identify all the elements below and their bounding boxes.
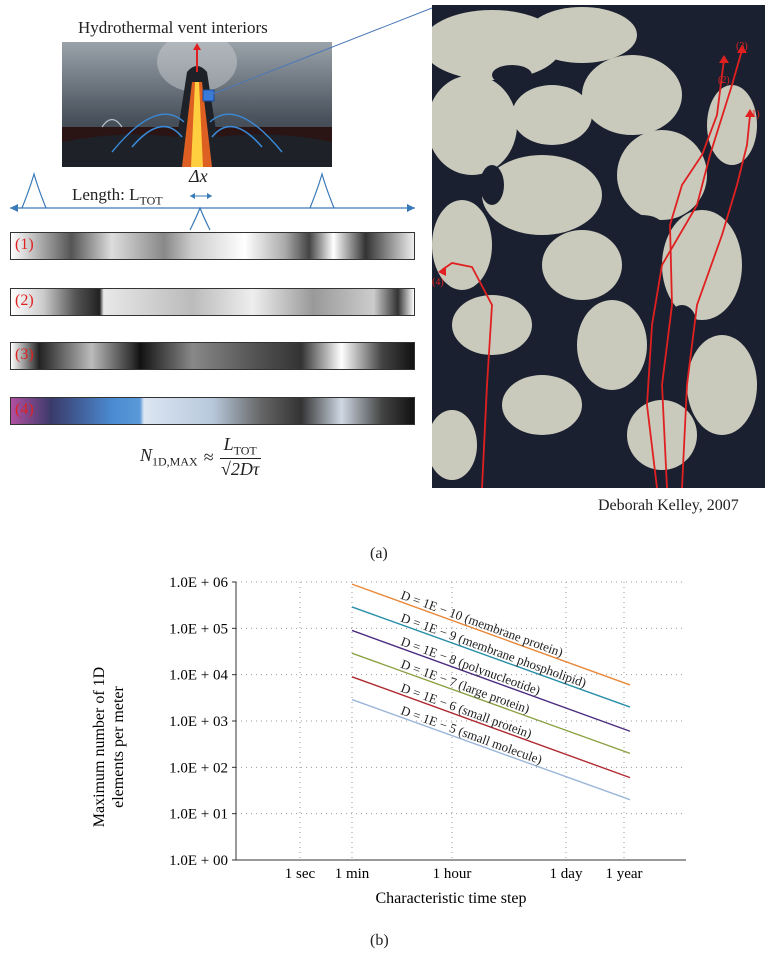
concentration-strip-4: (4) — [10, 397, 415, 425]
formula-numerator: LTOT — [219, 433, 261, 460]
y-tick-label: 1.0E + 05 — [169, 621, 228, 637]
zoom-connector-line — [209, 7, 433, 96]
nmax-formula: N1D,MAX ≈ LTOT √2Dτ — [140, 432, 261, 482]
x-tick-label: 1 hour — [433, 866, 472, 882]
photo-path-label-2: (2) — [718, 75, 730, 86]
length-label-text: Length: L — [72, 185, 140, 204]
length-label: Length: LTOT — [72, 185, 163, 208]
formula-lhs-sub: 1D,MAX — [152, 454, 198, 469]
strip-label-2: (2) — [15, 292, 34, 309]
concentration-strip-1: (1) — [10, 232, 415, 260]
y-tick-label: 1.0E + 02 — [169, 760, 228, 776]
diffusion-chart: 1.0E + 00 1.0E + 01 1.0E + 02 1.0E + 03 1.0E… — [91, 575, 686, 907]
panel-b-caption: (b) — [370, 932, 389, 949]
x-tick-label: 1 min — [335, 866, 370, 882]
x-tick-label: 1 day — [550, 866, 583, 882]
series-lines — [351, 583, 631, 801]
delta-x-label: Δx — [189, 166, 208, 186]
panel-a-caption: (a) — [370, 545, 388, 562]
photo-path-label-4: (4) — [432, 277, 444, 288]
y-tick-labels: 1.0E + 00 1.0E + 01 1.0E + 02 1.0E + 03 1.0E… — [169, 575, 236, 869]
y-axis-label-line2: elements per meter — [110, 685, 127, 807]
series-line — [351, 676, 631, 779]
vent-cross-section-photo: (3) (2) (1) (4) — [432, 5, 765, 488]
y-tick-label: 1.0E + 04 — [169, 668, 228, 684]
formula-approx-sign: ≈ — [203, 446, 214, 467]
concentration-strip-3: (3) — [10, 342, 415, 370]
y-tick-label: 1.0E + 00 — [169, 853, 228, 869]
y-tick-label: 1.0E + 06 — [169, 575, 228, 591]
formula-num-sub: TOT — [233, 443, 257, 458]
y-tick-label: 1.0E + 03 — [169, 714, 228, 730]
photo-credit: Deborah Kelley, 2007 — [598, 497, 739, 514]
length-diffusion-scale — [10, 171, 415, 231]
vent-diagram-title: Hydrothermal vent interiors — [78, 18, 268, 37]
series-labels: D = 1E − 10 (membrane protein)D = 1E − 9… — [399, 587, 588, 767]
photo-path-label-3: (3) — [736, 41, 748, 52]
x-axis-label: Characteristic time step — [375, 890, 526, 907]
photo-path-label-1: (1) — [748, 109, 760, 120]
series-line — [351, 652, 631, 755]
x-tick-label: 1 sec — [285, 866, 316, 882]
series-line — [351, 629, 631, 732]
series-line — [351, 583, 631, 686]
formula-denominator: √2Dτ — [220, 459, 260, 480]
x-tick-labels: 1 sec 1 min 1 hour 1 day 1 year — [285, 866, 643, 882]
y-axis-label-line1: Maximum number of 1D — [91, 667, 108, 827]
series-line — [351, 698, 631, 801]
length-label-sub: TOT — [139, 193, 163, 208]
formula-fraction: LTOT √2Dτ — [219, 433, 261, 481]
x-tick-label: 1 year — [605, 866, 642, 882]
photo-texture: (3) (2) (1) (4) — [432, 5, 765, 488]
strip-label-4: (4) — [15, 401, 34, 418]
strip-label-3: (3) — [15, 346, 34, 363]
formula-lhs-n: N — [140, 444, 153, 465]
vent-illustration — [62, 42, 332, 167]
formula-lhs: N1D,MAX — [140, 445, 198, 470]
series-line — [351, 606, 631, 708]
strip-label-1: (1) — [15, 236, 34, 253]
formula-num-l: L — [223, 433, 234, 454]
y-tick-label: 1.0E + 01 — [169, 807, 228, 823]
concentration-strip-2: (2) — [10, 288, 415, 316]
